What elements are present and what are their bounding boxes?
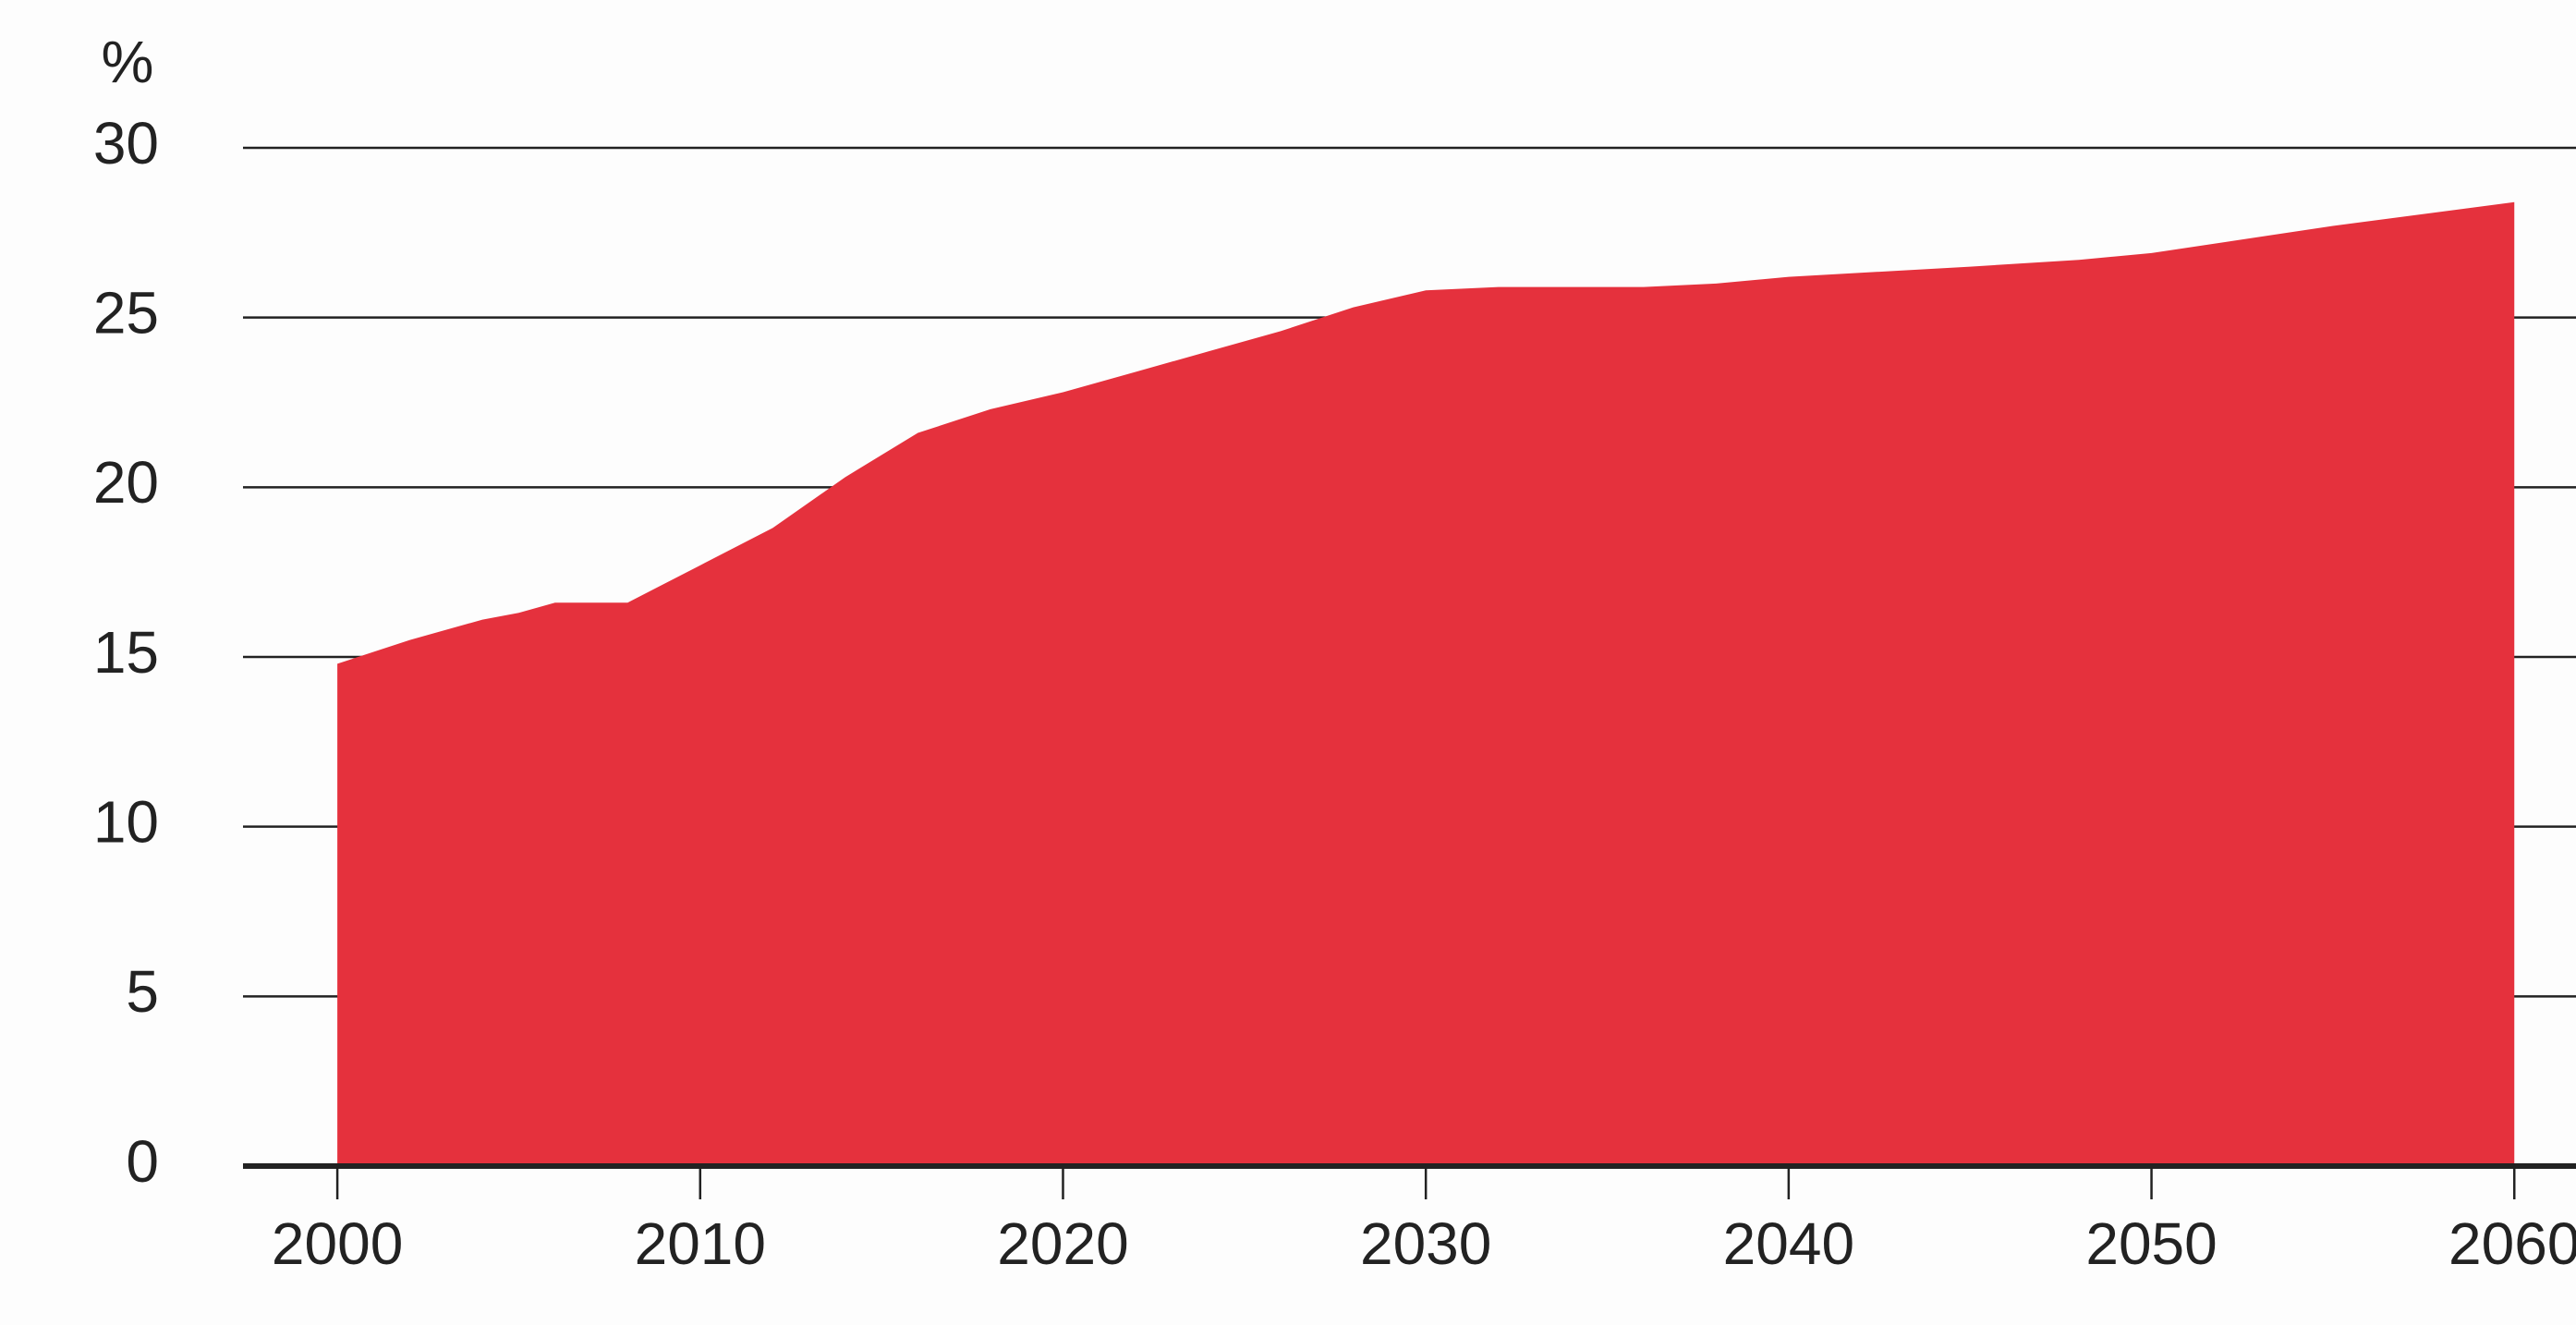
y-tick-label: 30 (93, 110, 159, 176)
y-tick-label: 20 (93, 449, 159, 516)
x-tick-label: 2060 (2448, 1210, 2576, 1277)
y-tick-label: 10 (93, 789, 159, 856)
x-tick-label: 2030 (1360, 1210, 1491, 1277)
y-tick-label: 5 (126, 958, 159, 1025)
y-axis-label: % (102, 29, 154, 95)
x-tick-label: 2010 (635, 1210, 766, 1277)
x-tick-label: 2040 (1723, 1210, 1854, 1277)
x-tick-label: 2000 (272, 1210, 403, 1277)
y-tick-label: 15 (93, 619, 159, 686)
x-tick-label: 2020 (997, 1210, 1128, 1277)
y-tick-label: 25 (93, 280, 159, 346)
x-tick-label: 2050 (2085, 1210, 2217, 1277)
y-tick-label: 0 (126, 1128, 159, 1195)
area (337, 201, 2515, 1167)
